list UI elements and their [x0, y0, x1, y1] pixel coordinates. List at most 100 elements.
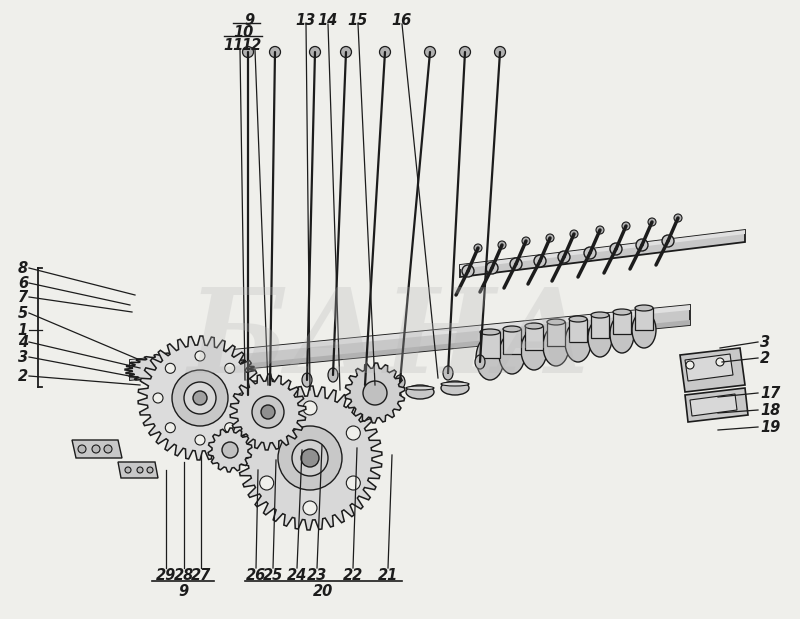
Text: 22: 22	[343, 568, 363, 583]
Text: 21: 21	[378, 568, 398, 583]
Ellipse shape	[475, 355, 485, 369]
Text: 3: 3	[18, 350, 28, 365]
Ellipse shape	[328, 368, 338, 382]
Ellipse shape	[569, 316, 587, 322]
Text: 15: 15	[348, 13, 368, 28]
Text: 1: 1	[18, 322, 28, 337]
Circle shape	[104, 445, 112, 453]
Polygon shape	[230, 374, 306, 450]
FancyBboxPatch shape	[503, 329, 521, 354]
Circle shape	[622, 222, 630, 230]
Circle shape	[125, 467, 131, 473]
Ellipse shape	[214, 369, 222, 371]
Circle shape	[260, 476, 274, 490]
Circle shape	[459, 46, 470, 58]
Text: 29: 29	[156, 568, 176, 583]
Circle shape	[379, 46, 390, 58]
Ellipse shape	[613, 309, 631, 315]
Text: 9: 9	[178, 584, 188, 599]
Polygon shape	[685, 354, 733, 381]
Ellipse shape	[503, 326, 521, 332]
Circle shape	[716, 358, 724, 366]
Polygon shape	[125, 352, 255, 388]
Circle shape	[242, 46, 254, 58]
Circle shape	[237, 393, 247, 403]
FancyBboxPatch shape	[480, 332, 500, 358]
Polygon shape	[130, 305, 690, 365]
Text: 12: 12	[242, 38, 262, 53]
Circle shape	[153, 393, 163, 403]
Ellipse shape	[521, 330, 547, 370]
Ellipse shape	[547, 319, 565, 325]
FancyBboxPatch shape	[569, 319, 587, 342]
Ellipse shape	[499, 334, 525, 374]
Ellipse shape	[186, 377, 194, 379]
Ellipse shape	[632, 312, 656, 348]
Ellipse shape	[635, 323, 653, 331]
Text: 6: 6	[18, 275, 28, 290]
FancyBboxPatch shape	[525, 326, 543, 350]
Ellipse shape	[206, 363, 214, 365]
Circle shape	[137, 467, 143, 473]
Circle shape	[310, 46, 321, 58]
Circle shape	[278, 426, 342, 490]
Text: 3: 3	[760, 334, 770, 350]
Circle shape	[292, 440, 328, 476]
Circle shape	[498, 241, 506, 249]
Text: 9: 9	[244, 13, 254, 28]
Circle shape	[184, 382, 216, 414]
Ellipse shape	[360, 378, 370, 392]
Text: 23: 23	[307, 568, 327, 583]
Circle shape	[558, 251, 570, 263]
Circle shape	[570, 230, 578, 238]
Polygon shape	[680, 348, 745, 392]
Circle shape	[346, 476, 360, 490]
Circle shape	[686, 361, 694, 369]
Circle shape	[546, 234, 554, 242]
Ellipse shape	[568, 335, 588, 343]
Ellipse shape	[443, 366, 453, 380]
Circle shape	[486, 262, 498, 274]
Text: 2: 2	[760, 350, 770, 365]
Text: 19: 19	[760, 420, 780, 435]
Text: 17: 17	[760, 386, 780, 400]
Circle shape	[195, 435, 205, 445]
Circle shape	[494, 46, 506, 58]
Ellipse shape	[524, 343, 544, 351]
Ellipse shape	[166, 363, 174, 365]
Text: 16: 16	[392, 13, 412, 28]
Circle shape	[301, 449, 319, 467]
Text: 20: 20	[313, 584, 333, 599]
Ellipse shape	[476, 336, 504, 380]
Ellipse shape	[525, 323, 543, 329]
Polygon shape	[345, 363, 405, 423]
Polygon shape	[208, 428, 252, 472]
Circle shape	[674, 214, 682, 222]
Circle shape	[341, 46, 351, 58]
Circle shape	[193, 391, 207, 405]
Circle shape	[166, 363, 175, 373]
Text: 2: 2	[18, 368, 28, 384]
Ellipse shape	[166, 374, 174, 376]
Polygon shape	[72, 440, 122, 458]
Ellipse shape	[502, 347, 522, 355]
Circle shape	[534, 255, 546, 267]
Polygon shape	[685, 388, 748, 422]
Ellipse shape	[479, 350, 501, 360]
Circle shape	[78, 445, 86, 453]
Circle shape	[636, 239, 648, 251]
Circle shape	[225, 363, 234, 373]
Ellipse shape	[406, 386, 434, 390]
Ellipse shape	[369, 387, 401, 403]
Ellipse shape	[302, 373, 312, 387]
Ellipse shape	[265, 378, 275, 392]
Text: 26: 26	[246, 568, 266, 583]
Text: 5: 5	[18, 306, 28, 321]
Circle shape	[662, 235, 674, 247]
Ellipse shape	[546, 339, 566, 347]
Text: 14: 14	[318, 13, 338, 28]
Circle shape	[166, 423, 175, 433]
Text: БАНА: БАНА	[188, 282, 592, 397]
Ellipse shape	[170, 365, 210, 376]
Ellipse shape	[369, 388, 401, 392]
